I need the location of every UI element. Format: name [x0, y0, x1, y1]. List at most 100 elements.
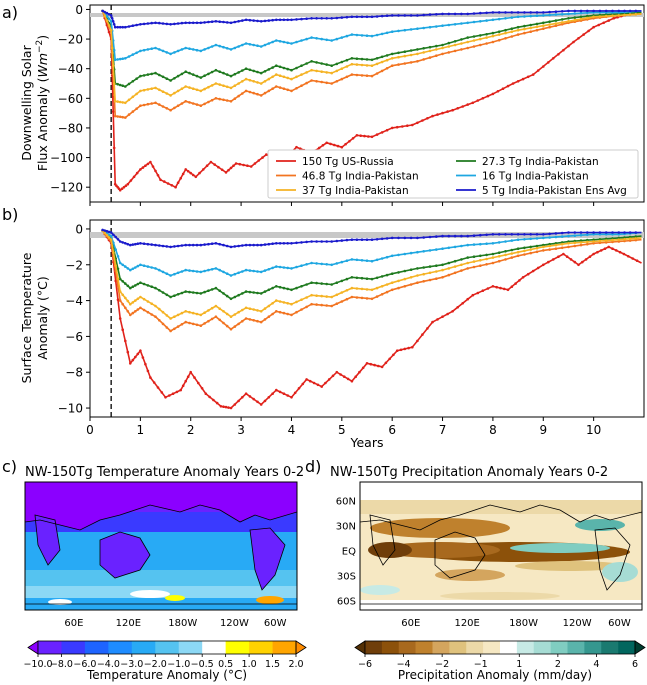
series-point [579, 231, 583, 234]
series-point [173, 22, 176, 26]
series-point [548, 236, 551, 239]
series-point [199, 313, 203, 317]
colorbar-segment [500, 641, 518, 654]
series-point [567, 234, 570, 238]
series-point [535, 28, 539, 32]
series-point [229, 166, 233, 170]
series-point [241, 319, 244, 323]
series-point [472, 12, 476, 15]
series-point [118, 240, 122, 243]
series-point [504, 37, 507, 40]
series-point [161, 105, 165, 108]
series-point [577, 37, 580, 40]
series-point [180, 21, 184, 25]
series-point [237, 293, 240, 297]
series-point [335, 370, 339, 374]
series-point [198, 171, 201, 175]
series-point [529, 251, 532, 255]
series-point [441, 276, 444, 279]
series-point [252, 43, 255, 47]
series-point [330, 295, 334, 299]
series-point [180, 102, 184, 105]
series-point [217, 165, 220, 169]
series-point [188, 269, 191, 272]
series-point [573, 12, 577, 15]
series-point [560, 13, 564, 16]
colorbar-segment [365, 641, 383, 654]
series-point [526, 272, 530, 276]
series-point [202, 168, 205, 171]
series-point [360, 57, 364, 61]
series-point [321, 144, 325, 147]
series-point [436, 113, 439, 116]
series-point [278, 242, 282, 245]
series-point [320, 282, 324, 285]
series-point [191, 173, 195, 177]
series-point [129, 286, 132, 290]
series-point [355, 287, 359, 290]
series-point [345, 259, 349, 263]
series-point [142, 264, 146, 268]
colorbar-segment [38, 641, 62, 654]
series-point [267, 304, 271, 308]
panel-c-lon-labels: 60E 120E 180W 120W 60W [64, 618, 286, 629]
series-point [229, 100, 233, 103]
series-point [365, 74, 369, 77]
series-point [598, 15, 602, 18]
series-point [244, 306, 248, 310]
series-point [447, 12, 451, 16]
series-point [355, 73, 359, 77]
series-point [573, 234, 577, 237]
series-point [360, 15, 364, 19]
series-point [180, 323, 184, 326]
series-point [403, 50, 407, 53]
series-point [244, 392, 248, 396]
series-point [103, 10, 106, 14]
series-point [295, 18, 298, 21]
series-point [598, 241, 602, 245]
series-point [305, 17, 308, 21]
series-point [335, 62, 339, 66]
series-point [370, 297, 374, 301]
series-point [350, 62, 354, 66]
series-point [210, 20, 214, 24]
series-point [165, 272, 169, 276]
series-point [355, 33, 359, 37]
series-point [225, 294, 229, 298]
series-point [385, 128, 389, 132]
series-point [460, 42, 463, 45]
lon-label: 60W [264, 618, 287, 629]
series-point [229, 245, 233, 249]
series-point [297, 387, 301, 390]
lat-label: EQ [342, 547, 356, 558]
series-point [562, 252, 565, 256]
series-point [241, 43, 244, 47]
series-point [327, 378, 331, 381]
series-point [592, 233, 595, 236]
series-point [360, 63, 364, 67]
series-point [325, 63, 329, 66]
series-point [127, 113, 131, 116]
series-point [471, 101, 475, 105]
series-point [256, 270, 259, 273]
series-point [225, 272, 229, 276]
series-point [441, 46, 444, 50]
lon-label: 60E [64, 618, 83, 629]
series-point [579, 15, 583, 19]
series-point [208, 395, 211, 399]
series-point [184, 243, 187, 247]
series-point [203, 269, 206, 273]
series-point [154, 21, 157, 25]
series-point [220, 168, 224, 172]
series-point [112, 233, 115, 237]
series-point [101, 9, 104, 13]
precipitation-colorbar: −6 −4 −2 −1 1 2 4 6 [354, 640, 646, 670]
series-point [222, 310, 225, 313]
series-point [256, 19, 259, 23]
series-point [161, 291, 165, 294]
series-point [174, 185, 177, 189]
series-point [305, 378, 308, 381]
series-point [142, 308, 146, 312]
series-point [129, 179, 133, 182]
series-point [453, 245, 457, 249]
